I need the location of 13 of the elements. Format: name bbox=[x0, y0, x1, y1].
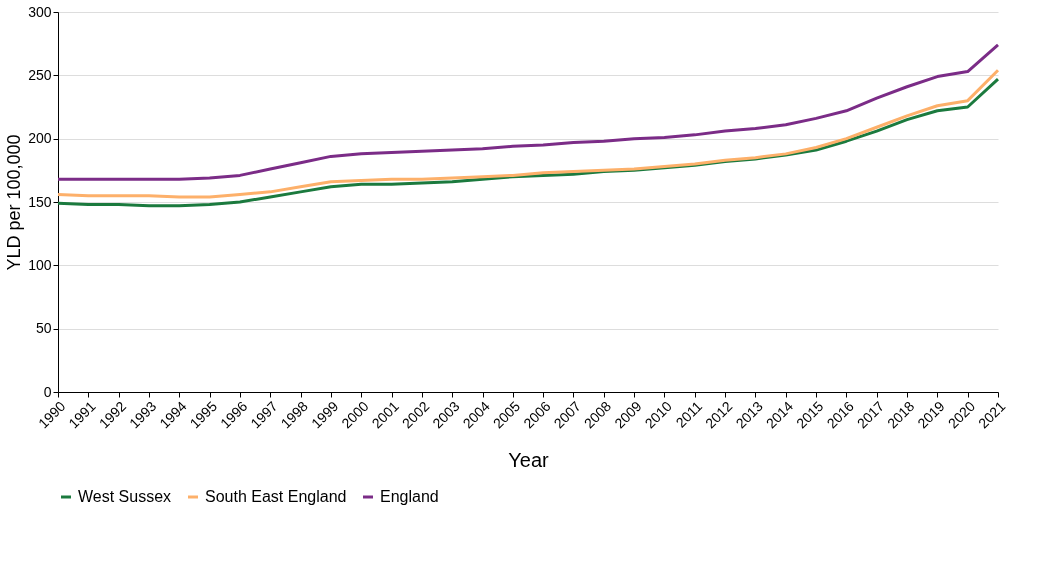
y-axis-title: YLD per 100,000 bbox=[4, 134, 25, 271]
y-tick-label: 100 bbox=[28, 256, 52, 273]
y-tick-label: 250 bbox=[28, 66, 52, 83]
line-series bbox=[56, 43, 1000, 181]
legend-label: South East England bbox=[205, 488, 347, 505]
legend-label: England bbox=[380, 488, 439, 505]
y-tick-label: 50 bbox=[35, 320, 52, 337]
legend-label: West Sussex bbox=[78, 488, 172, 505]
y-tick-label: 150 bbox=[28, 193, 52, 210]
y-tick-label: 200 bbox=[28, 130, 52, 147]
y-tick-label: 300 bbox=[28, 3, 52, 20]
y-tick-label: 0 bbox=[43, 383, 52, 400]
x-axis-title: Year bbox=[508, 449, 550, 472]
